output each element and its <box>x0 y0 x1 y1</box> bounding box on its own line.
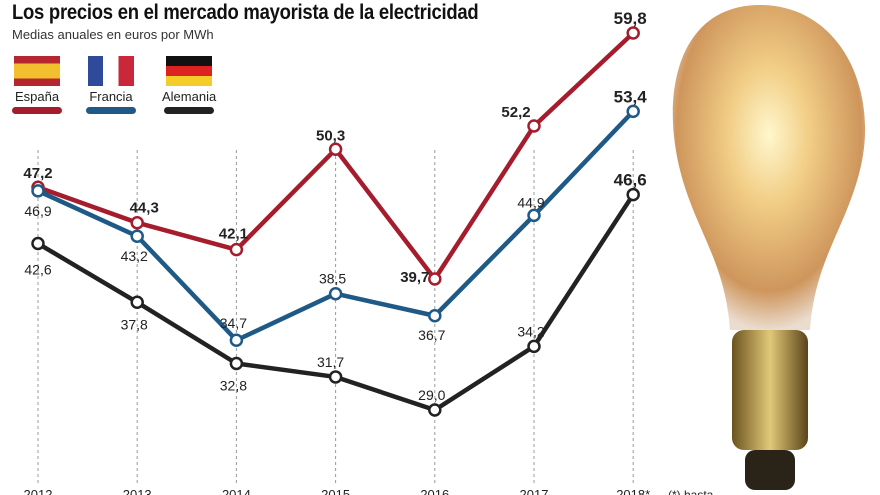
x-tick-label: 2012 <box>24 487 53 495</box>
data-label: 47,2 <box>23 165 52 182</box>
data-point <box>428 272 442 286</box>
footnote: (*) hasta <box>668 488 714 495</box>
data-point <box>527 208 541 223</box>
light-bulb-illustration <box>640 0 880 495</box>
chart-title: Los precios en el mercado mayorista de l… <box>12 1 479 24</box>
data-label: 42,1 <box>219 226 248 243</box>
data-label: 42,6 <box>24 262 51 278</box>
legend-label: Alemania <box>162 89 217 104</box>
legend-swatch <box>12 107 62 114</box>
data-label: 37,8 <box>121 316 148 332</box>
data-label: 59,8 <box>614 9 647 28</box>
x-tick-label: 2018* <box>616 487 650 495</box>
data-label: 36,7 <box>418 327 445 343</box>
legend-item-francia: Francia <box>86 56 136 114</box>
data-point <box>527 339 541 354</box>
data-label: 46,9 <box>24 203 51 219</box>
data-label: 43,2 <box>121 248 148 264</box>
data-point <box>626 104 640 119</box>
data-label: 34,7 <box>220 315 247 331</box>
x-tick-label: 2013 <box>123 487 152 495</box>
legend-label: España <box>14 89 60 104</box>
data-label: 44,3 <box>130 200 159 217</box>
france-flag-icon <box>88 56 134 86</box>
data-point <box>428 403 442 417</box>
data-point <box>626 26 640 40</box>
legend-item-espana: España <box>12 56 62 114</box>
x-tick-label: 2015 <box>321 487 350 495</box>
data-point <box>328 370 343 384</box>
data-point <box>130 229 144 243</box>
data-point <box>130 215 144 230</box>
legend-label: Francia <box>89 89 133 104</box>
x-tick-label: 2014 <box>222 487 251 495</box>
chart-subtitle: Medias anuales en euros por MWh <box>12 27 214 42</box>
data-point <box>229 333 244 347</box>
data-point <box>527 119 541 133</box>
data-point <box>328 286 343 301</box>
legend-swatch <box>86 107 136 114</box>
data-point <box>31 184 45 198</box>
data-label: 34,2 <box>517 323 544 339</box>
data-point <box>130 295 144 310</box>
data-point <box>31 236 45 251</box>
data-point <box>229 356 244 371</box>
legend-item-alemania: Alemania <box>162 56 216 114</box>
data-point <box>626 187 640 202</box>
x-tick-label: 2017 <box>520 487 549 495</box>
data-point <box>428 309 442 323</box>
data-label: 39,7 <box>400 269 429 286</box>
data-label: 44,9 <box>517 194 544 210</box>
data-label: 50,3 <box>316 127 345 144</box>
spain-flag-icon <box>14 56 60 86</box>
data-point <box>328 142 343 157</box>
x-tick-label: 2016 <box>420 487 449 495</box>
data-point <box>229 242 244 257</box>
germany-flag-icon <box>166 56 213 86</box>
data-label: 32,8 <box>220 377 247 393</box>
legend-swatch <box>164 107 215 114</box>
data-label: 31,7 <box>317 354 344 370</box>
data-label: 46,6 <box>614 171 647 190</box>
data-label: 52,2 <box>501 104 530 121</box>
data-label: 53,4 <box>614 87 648 106</box>
data-label: 29,0 <box>418 387 445 403</box>
data-label: 38,5 <box>319 271 346 287</box>
